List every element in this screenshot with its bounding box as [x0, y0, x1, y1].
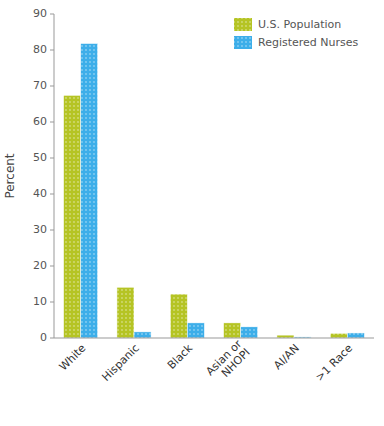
y-axis-label: Percent: [3, 153, 17, 198]
legend: U.S. Population Registered Nurses: [234, 18, 359, 49]
bar: [347, 333, 364, 338]
bar: [187, 323, 204, 338]
bar: [170, 294, 187, 338]
bar: [81, 44, 98, 338]
y-tick: [50, 122, 54, 123]
legend-swatch: [234, 18, 252, 31]
y-tick: [50, 50, 54, 51]
y-tick: [50, 194, 54, 195]
legend-swatch: [234, 36, 252, 49]
bar: [330, 333, 347, 338]
chart: 0 10 20 30 40 50 60 70 80 90 Percent White Hispanic B…: [0, 0, 384, 426]
y-tick-label: 20: [33, 259, 47, 272]
y-tick-label: 90: [33, 7, 47, 20]
y-tick-label: 50: [33, 151, 47, 164]
chart-container: 0 10 20 30 40 50 60 70 80 90 Percent White Hispanic B…: [0, 0, 384, 426]
y-tick-label: 10: [33, 295, 47, 308]
bar: [117, 287, 134, 338]
x-tick-label: Black: [165, 341, 196, 372]
y-tick-label: 0: [40, 331, 47, 344]
bar: [241, 327, 258, 338]
bars: [64, 44, 365, 338]
bar: [64, 95, 81, 338]
y-tick-label: 40: [33, 187, 47, 200]
y-tick: [50, 14, 54, 15]
y-tick: [50, 302, 54, 303]
legend-label: U.S. Population: [258, 18, 341, 31]
bar: [134, 332, 151, 338]
legend-label: Registered Nurses: [258, 36, 359, 49]
y-tick-label: 80: [33, 43, 47, 56]
y-tick-label: 70: [33, 79, 47, 92]
y-tick: [50, 338, 54, 339]
y-tick-label: 30: [33, 223, 47, 236]
y-tick: [50, 158, 54, 159]
x-tick-label: Hispanic: [100, 342, 142, 384]
x-tick-label: Asian orNHOPI: [203, 337, 253, 387]
y-tick: [50, 86, 54, 87]
y-tick: [50, 230, 54, 231]
x-tick-label: White: [57, 341, 89, 373]
y-axis-line: [54, 14, 55, 338]
bar: [224, 323, 241, 338]
x-tick-label: >1 Race: [313, 341, 355, 383]
y-tick-label: 60: [33, 115, 47, 128]
x-tick-label: AI/AN: [271, 342, 302, 373]
y-tick: [50, 266, 54, 267]
x-axis-line: [54, 338, 374, 339]
